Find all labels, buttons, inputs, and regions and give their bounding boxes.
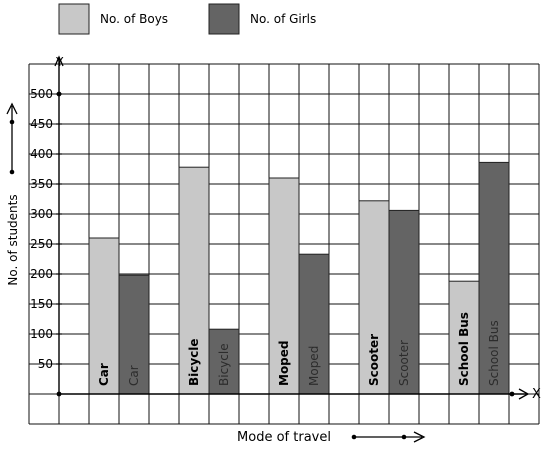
x-title-arrow-dot — [401, 434, 407, 440]
y-title-arrow-head — [6, 102, 18, 115]
bar-girls — [478, 161, 510, 395]
bar-label: Scooter — [367, 334, 381, 386]
legend-swatch — [208, 3, 240, 35]
y-tick-label: 300 — [30, 207, 53, 221]
legend-label: No. of Girls — [250, 12, 316, 26]
bar-girls — [208, 328, 240, 395]
bar-boys — [448, 280, 480, 395]
bar-girls — [388, 209, 420, 395]
x-title-arrow-dot — [351, 434, 357, 440]
y-axis-arrow — [54, 55, 64, 67]
y-tick-label: 100 — [30, 327, 53, 341]
y-tick-label: 450 — [30, 117, 53, 131]
axis-dot — [56, 391, 62, 397]
bars: Car Car Bicycle Bicycle Moped Moped Scooter Sco… — [88, 161, 510, 395]
bar-label: School Bus — [487, 320, 501, 386]
legend: No. of Boys No. of Girls — [58, 3, 316, 35]
bar-label: Scooter — [397, 340, 411, 386]
y-tick-label: 500 — [30, 87, 53, 101]
bar-label: Bicycle — [187, 338, 201, 386]
axis-dot — [509, 391, 515, 397]
bar-label: School Bus — [457, 312, 471, 386]
legend-swatch — [58, 3, 90, 35]
x-axis-letter: X — [532, 387, 541, 402]
bar-label: Moped — [277, 340, 291, 386]
x-axis-title: Mode of travel — [237, 430, 331, 445]
y-tick-label: 250 — [30, 237, 53, 251]
y-tick-label: 150 — [30, 297, 53, 311]
bar-girls — [298, 253, 330, 395]
bar-label: Car — [127, 365, 141, 386]
legend-label: No. of Boys — [100, 12, 168, 26]
x-axis-arrow — [518, 388, 530, 400]
y-tick-labels: 50 100 150 200 250 300 350 400 450 500 — [30, 87, 62, 371]
bar-label: Moped — [307, 346, 321, 386]
y-tick-label: 400 — [30, 147, 53, 161]
y-axis-title: No. of students — [6, 194, 20, 285]
bar-girls — [118, 274, 150, 395]
y-title-arrow-dot — [9, 119, 15, 125]
axes — [6, 55, 530, 443]
bar-boys — [358, 200, 390, 395]
bar-boys — [268, 177, 300, 395]
bar-boys — [178, 166, 210, 395]
y-title-arrow-dot — [9, 169, 15, 175]
y-axis-letter: Y — [55, 55, 64, 69]
bar-label: Bicycle — [217, 343, 231, 386]
bar-label: Car — [97, 363, 111, 386]
bar-boys — [88, 237, 120, 395]
y-tick-label: 350 — [30, 177, 53, 191]
x-title-arrow-head — [413, 431, 426, 443]
y-tick-label: 200 — [30, 267, 53, 281]
y-tick-label: 50 — [38, 357, 53, 371]
